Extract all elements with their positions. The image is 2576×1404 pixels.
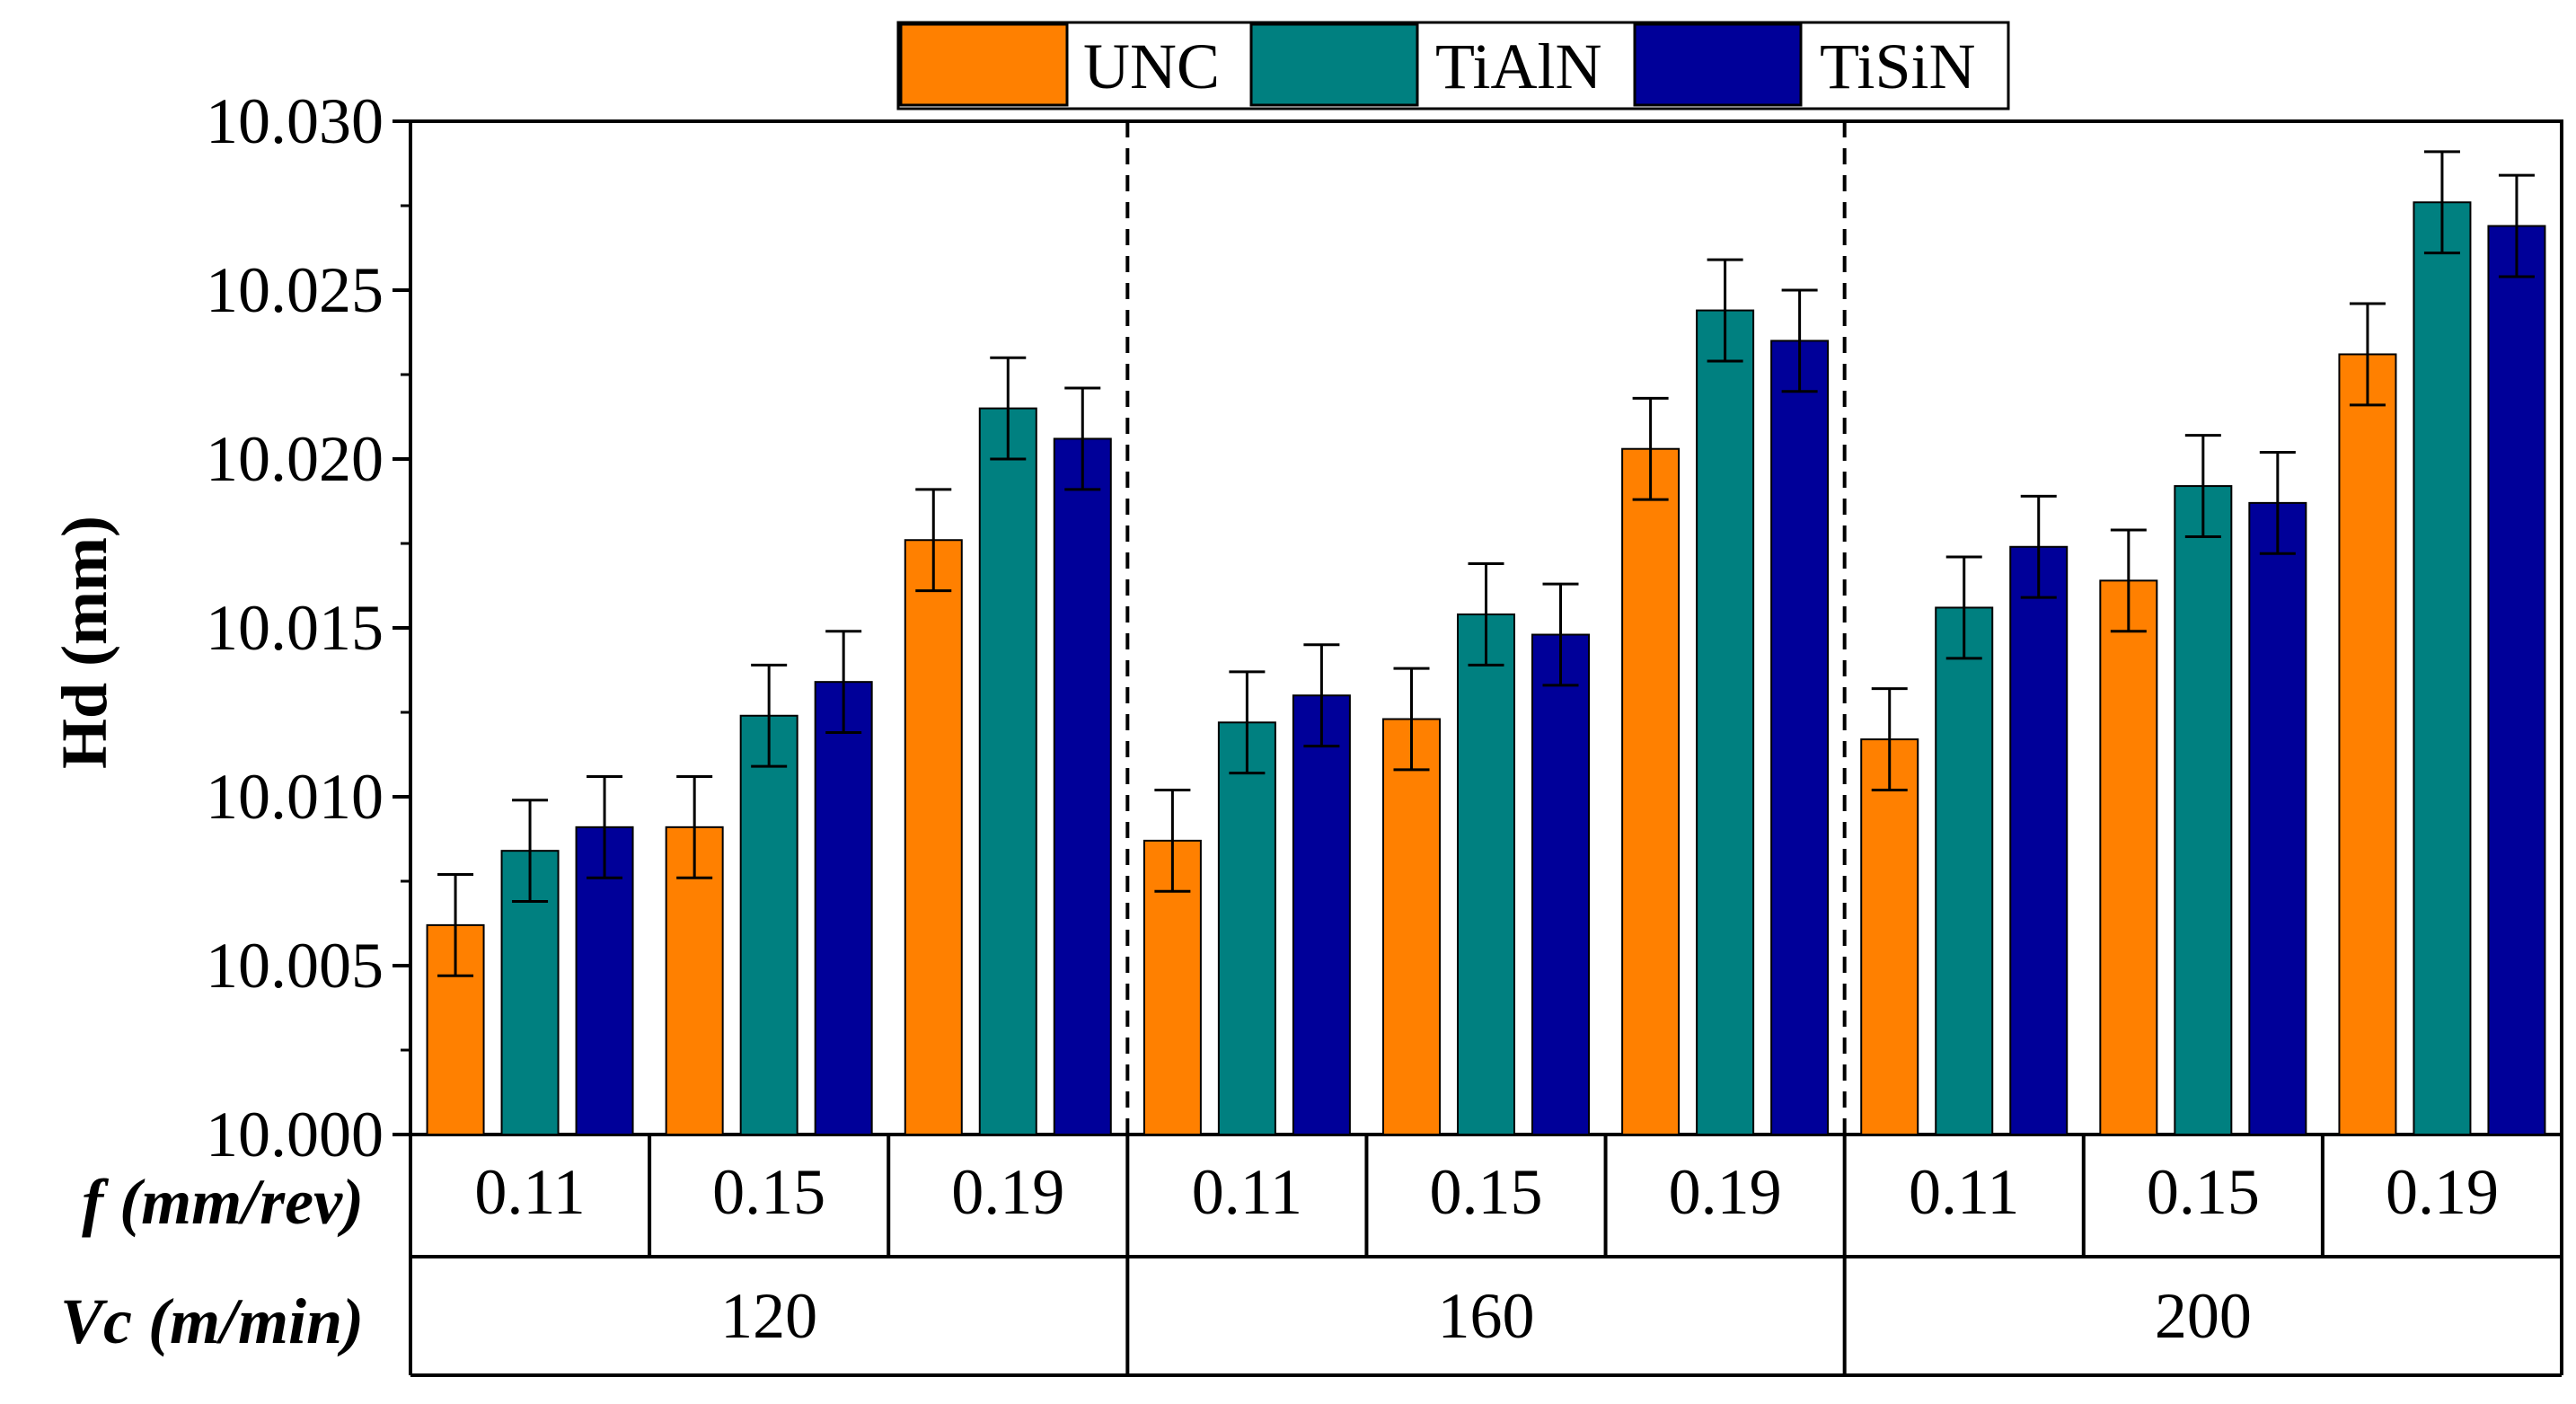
bar-tialn-3 — [978, 407, 1037, 1136]
error-bar-unc-6 — [1632, 396, 1669, 501]
legend: UNC TiAlN TiSiN — [896, 21, 2010, 110]
legend-swatch-tisin — [1633, 22, 1803, 107]
error-bar-unc-5 — [1393, 667, 1430, 772]
speed-label: 200 — [2155, 1280, 2252, 1352]
legend-label-tisin: TiSiN — [1820, 31, 1976, 102]
feed-label: 0.11 — [474, 1156, 585, 1228]
speed-label: 120 — [720, 1280, 817, 1352]
error-bar-tisin-5 — [1542, 582, 1579, 687]
legend-label-tialn: TiAlN — [1435, 31, 1601, 102]
error-bar-tialn-3 — [990, 356, 1027, 461]
y-tick-label: 10.025 — [206, 254, 384, 326]
error-bar-tialn-9 — [2423, 150, 2460, 255]
legend-swatch-tialn — [1249, 22, 1419, 107]
bar-tialn-8 — [2174, 485, 2233, 1135]
error-bar-tialn-6 — [1707, 258, 1743, 363]
feed-label: 0.19 — [2386, 1156, 2499, 1228]
error-bar-tialn-5 — [1468, 562, 1504, 667]
bar-tisin-7 — [2009, 545, 2069, 1135]
error-bar-tisin-7 — [2020, 494, 2057, 599]
y-tick-label: 10.010 — [206, 761, 384, 833]
error-bar-tialn-7 — [1945, 555, 1982, 660]
bar-tialn-5 — [1457, 613, 1515, 1135]
error-bar-unc-8 — [2110, 528, 2147, 633]
error-bar-unc-3 — [915, 488, 952, 593]
error-bar-tisin-2 — [825, 630, 862, 735]
feed-row-title: f (mm/rev) — [82, 1166, 364, 1238]
bar-tisin-3 — [1053, 437, 1112, 1135]
error-bar-tialn-2 — [751, 663, 788, 768]
error-bar-tisin-4 — [1303, 643, 1340, 748]
legend-box — [896, 21, 2010, 110]
speed-row-title: Vc (m/min) — [60, 1285, 364, 1357]
error-bar-tialn-4 — [1229, 670, 1266, 775]
error-bar-tisin-1 — [587, 774, 623, 879]
y-tick-label: 10.000 — [206, 1099, 384, 1170]
error-bar-tisin-9 — [2498, 173, 2535, 278]
error-bar-tisin-8 — [2259, 450, 2296, 555]
bar-tisin-9 — [2487, 225, 2546, 1135]
bar-unc-6 — [1621, 447, 1681, 1136]
error-bar-unc-4 — [1154, 788, 1191, 893]
feed-label: 0.15 — [712, 1156, 825, 1228]
error-bar-tialn-8 — [2184, 434, 2221, 538]
bar-unc-4 — [1142, 839, 1202, 1135]
error-bar-unc-7 — [1871, 687, 1908, 791]
error-bar-unc-2 — [676, 774, 713, 879]
bar-tialn-7 — [1935, 606, 1994, 1135]
error-bar-tisin-3 — [1064, 386, 1101, 491]
bar-unc-5 — [1382, 718, 1441, 1136]
bar-tialn-2 — [739, 714, 798, 1135]
bar-tisin-4 — [1292, 694, 1351, 1135]
bar-tialn-9 — [2413, 201, 2472, 1136]
feed-label: 0.11 — [1192, 1156, 1302, 1228]
y-tick-label: 10.015 — [206, 592, 384, 664]
feed-label: 0.19 — [1669, 1156, 1782, 1228]
y-tick-label: 10.030 — [206, 85, 384, 157]
bar-tisin-5 — [1531, 633, 1590, 1135]
feed-label: 0.19 — [951, 1156, 1064, 1228]
bar-unc-9 — [2338, 353, 2397, 1135]
bar-unc-3 — [904, 539, 963, 1135]
bar-tialn-6 — [1696, 309, 1755, 1135]
legend-swatch-unc — [899, 22, 1069, 107]
speed-label: 160 — [1438, 1280, 1535, 1352]
feed-label: 0.15 — [2147, 1156, 2260, 1228]
error-bar-tialn-1 — [512, 799, 549, 904]
y-tick-label: 10.005 — [206, 930, 384, 1002]
bar-tisin-6 — [1770, 340, 1830, 1135]
error-bar-tisin-6 — [1781, 288, 1818, 393]
y-tick-label: 10.020 — [206, 423, 384, 495]
y-axis-title: Hd (mm) — [49, 516, 120, 769]
error-bar-unc-1 — [437, 872, 474, 977]
bar-tialn-4 — [1217, 721, 1276, 1136]
feed-label: 0.15 — [1430, 1156, 1543, 1228]
bar-unc-7 — [1860, 738, 1919, 1136]
bar-tisin-2 — [814, 681, 873, 1135]
error-bar-unc-9 — [2349, 302, 2386, 407]
feed-label: 0.11 — [1909, 1156, 2019, 1228]
bar-tisin-8 — [2248, 501, 2307, 1135]
legend-label-unc: UNC — [1083, 31, 1220, 102]
bar-unc-8 — [2099, 579, 2158, 1135]
